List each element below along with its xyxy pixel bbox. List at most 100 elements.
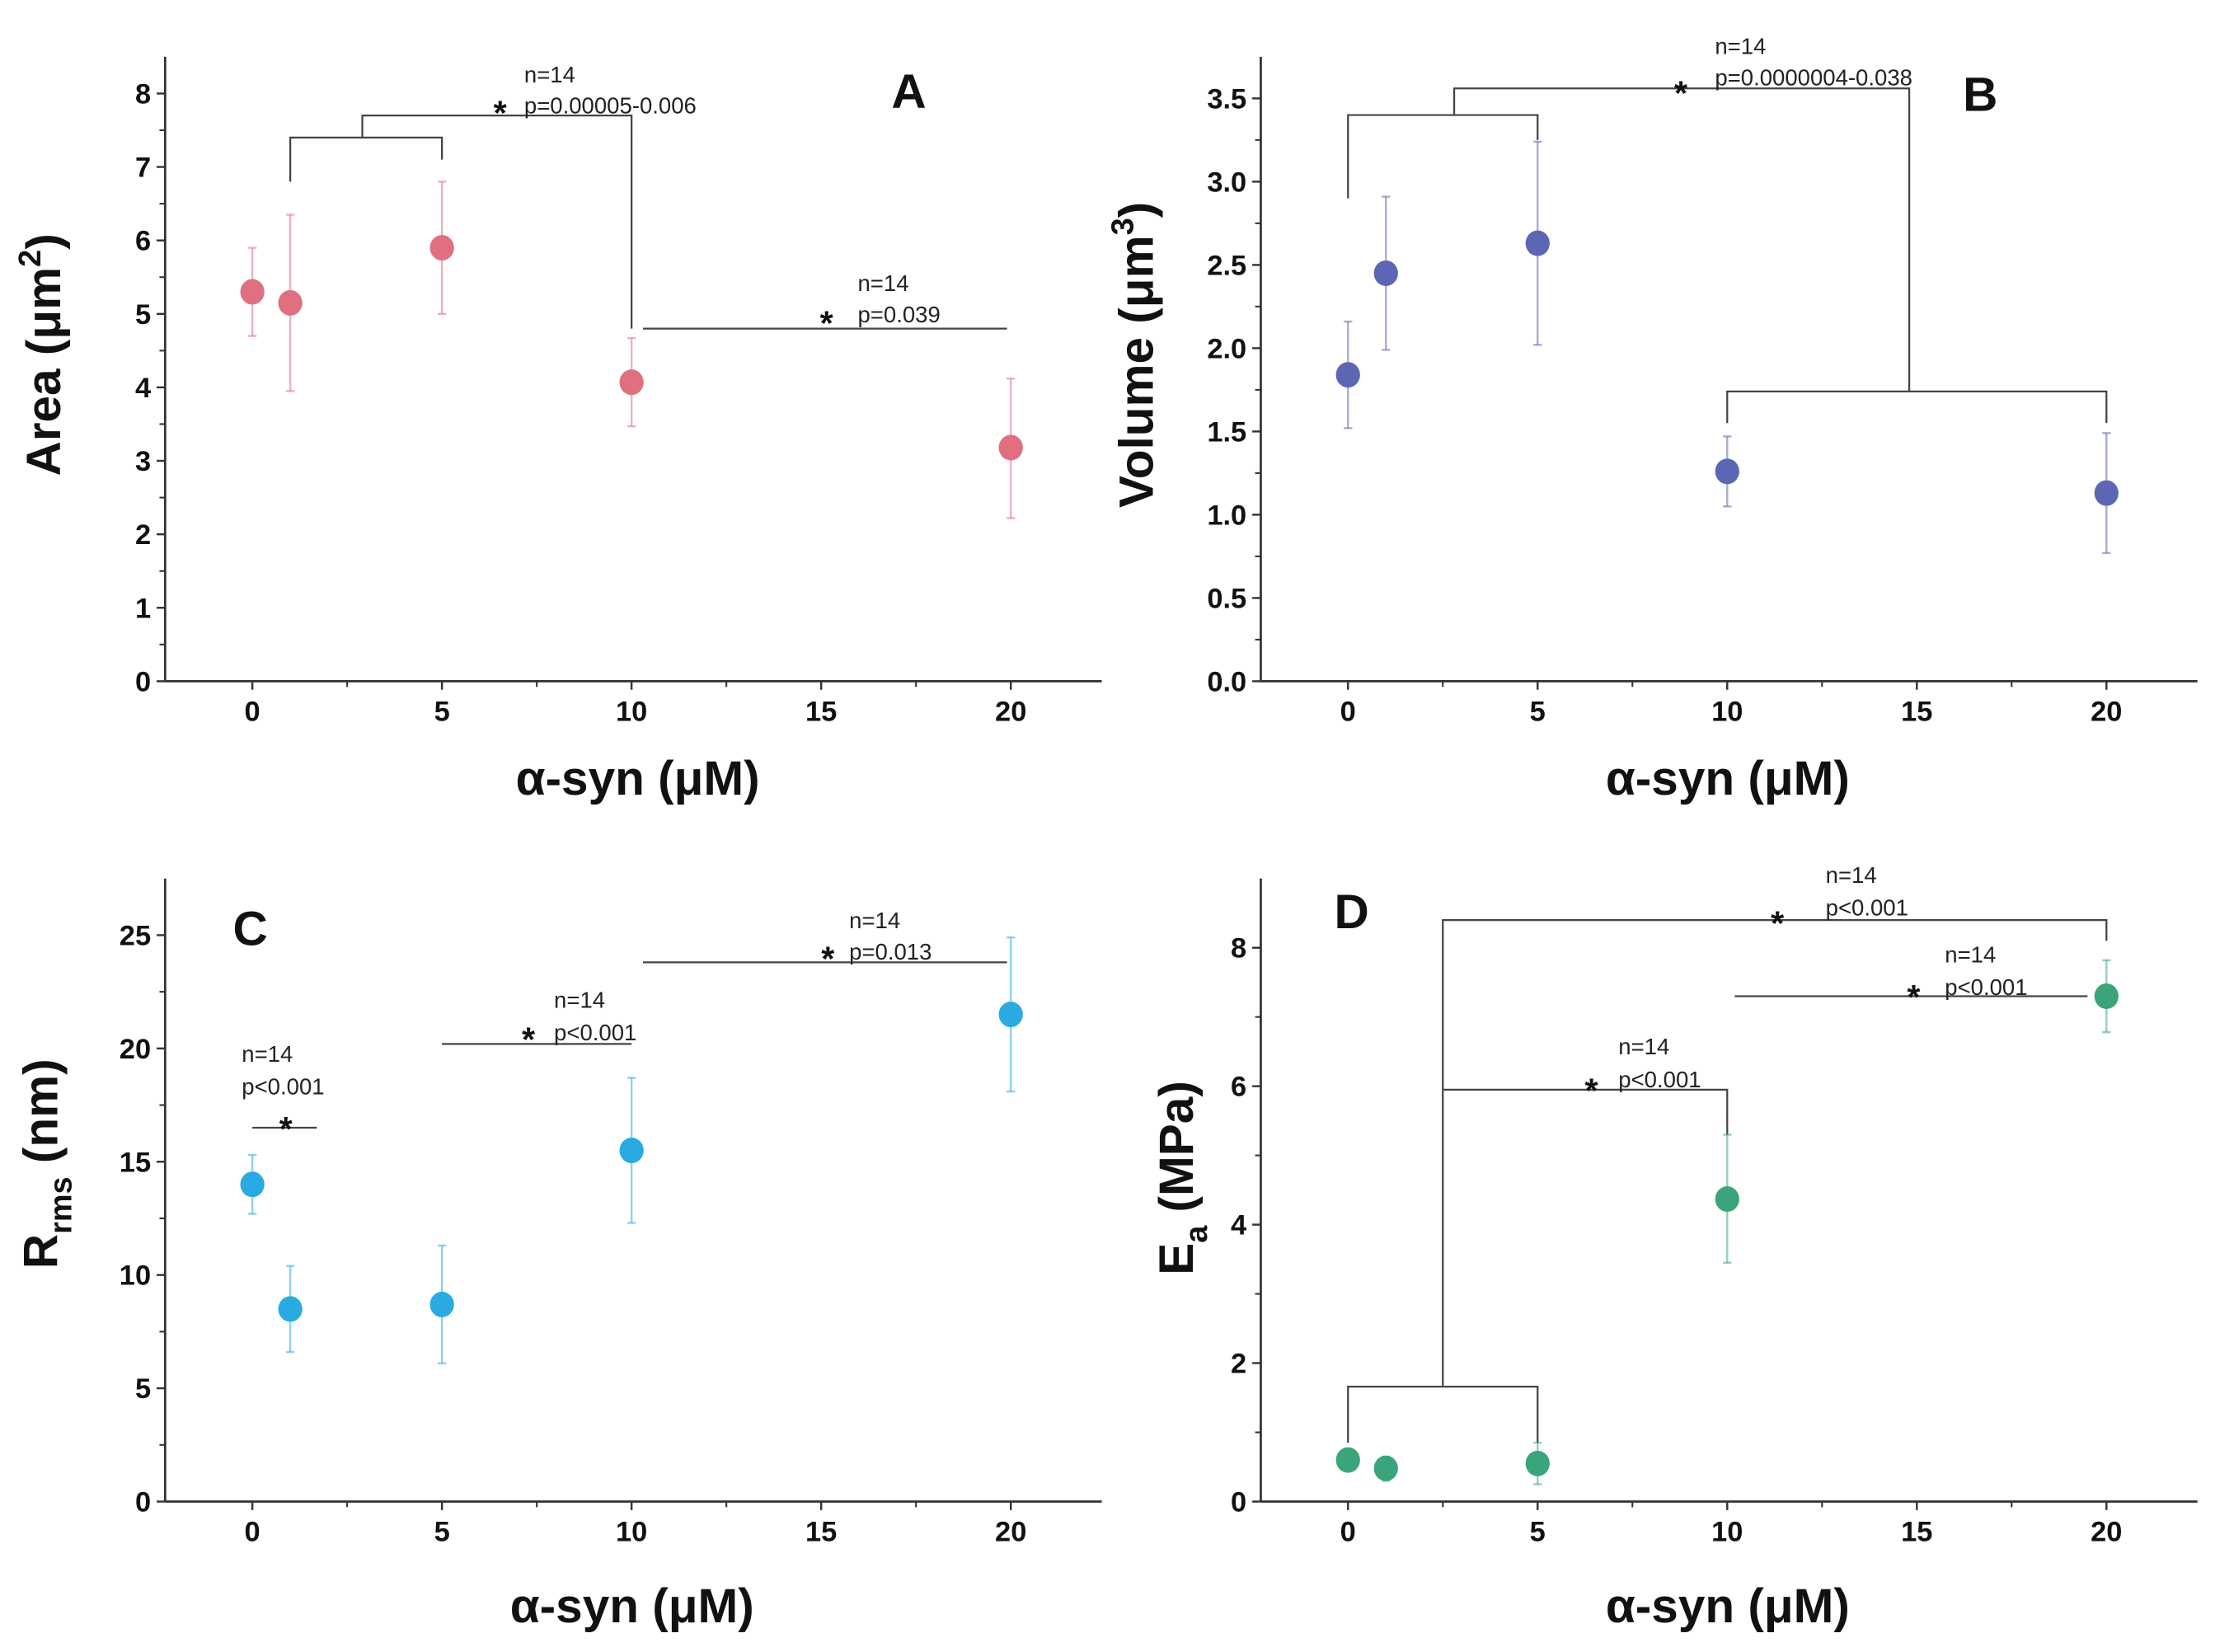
y-tick-label: 0 <box>1231 1487 1246 1518</box>
annotation-n: n=14 <box>1945 941 1996 967</box>
data-point <box>619 1138 644 1164</box>
annotation-p: p<0.001 <box>1618 1067 1701 1092</box>
y-tick-label: 5 <box>135 299 151 331</box>
panel-b: 0 5 10 15 20 0.0 0.5 1.0 1.5 2.0 2.5 3.0 3.5 α-syn (μ… <box>1105 33 2198 805</box>
x-tick-label: 5 <box>1530 1517 1546 1548</box>
annotation-n: n=14 <box>242 1041 293 1067</box>
significance-bracket <box>1452 87 1911 392</box>
data-point <box>1373 260 1398 286</box>
significance-asterisk: * <box>1674 74 1688 112</box>
y-axis-label: Ea (MPa) <box>1150 1081 1214 1275</box>
data-point <box>2094 983 2119 1009</box>
y-tick-label: 6 <box>135 226 151 257</box>
annotation-p: p=0.013 <box>849 939 932 964</box>
y-tick-label: 0 <box>135 666 151 697</box>
x-axis-label: α-syn (μM) <box>516 752 760 805</box>
y-tick-label: 0 <box>135 1487 151 1518</box>
significance-asterisk: * <box>522 1021 536 1059</box>
annotation-n: n=14 <box>857 270 908 296</box>
y-label-base: R <box>14 1234 68 1269</box>
y-tick-label: 8 <box>1231 933 1246 964</box>
panel-letter: D <box>1334 885 1368 939</box>
y-tick-label: 4 <box>135 373 151 404</box>
y-tick-label: 2 <box>1231 1349 1246 1380</box>
significance-asterisk: * <box>821 941 835 979</box>
data-point <box>2094 480 2119 506</box>
data-point <box>429 235 454 261</box>
y-tick-label: 1.0 <box>1207 500 1246 531</box>
x-tick-label: 0 <box>1340 697 1356 728</box>
y-label-end: ) <box>1110 202 1164 218</box>
annotation-n: n=14 <box>849 908 900 933</box>
annotation-p: p<0.001 <box>554 1020 636 1045</box>
annotation-n: n=14 <box>1715 33 1766 59</box>
x-tick-label: 5 <box>434 697 450 728</box>
x-tick-label: 10 <box>1711 1517 1743 1548</box>
y-label-base: E <box>1150 1243 1204 1275</box>
x-tick-label: 15 <box>805 1517 837 1548</box>
data-point <box>240 279 265 305</box>
y-tick-label: 25 <box>120 920 151 951</box>
y-tick-label: 3.5 <box>1207 83 1246 115</box>
y-tick-label: 5 <box>135 1373 151 1405</box>
x-tick-label: 20 <box>2091 1517 2122 1548</box>
annotation-n: n=14 <box>524 62 575 87</box>
annotation-n: n=14 <box>554 987 605 1012</box>
significance-asterisk: * <box>820 304 834 342</box>
data-point <box>619 369 644 396</box>
y-tick-label: 8 <box>135 78 151 110</box>
significance-asterisk: * <box>1585 1072 1599 1110</box>
x-tick-label: 10 <box>1711 697 1743 728</box>
x-axis-label: α-syn (μM) <box>1606 752 1850 805</box>
x-tick-label: 15 <box>1901 697 1932 728</box>
data-point <box>1373 1455 1398 1481</box>
data-point <box>278 289 303 316</box>
x-tick-label: 15 <box>1901 1517 1932 1548</box>
significance-bracket <box>361 115 633 329</box>
data-point <box>998 434 1023 461</box>
x-tick-label: 20 <box>995 1517 1026 1548</box>
significance-bracket <box>1347 1385 1539 1443</box>
y-tick-label: 2 <box>135 519 151 551</box>
data-point <box>998 1002 1023 1028</box>
x-tick-label: 0 <box>245 697 260 728</box>
panel-letter: C <box>232 903 267 956</box>
annotation-p: p=0.0000004-0.038 <box>1715 64 1912 90</box>
significance-bracket <box>1443 1088 1729 1135</box>
panel-letter: B <box>1963 68 1997 121</box>
y-tick-label: 2.0 <box>1207 333 1246 364</box>
significance-asterisk: * <box>1771 905 1785 943</box>
annotation-p: p<0.001 <box>1826 894 1908 920</box>
y-axis-label: Volume (μm3) <box>1105 202 1163 508</box>
y-label-end: ) <box>17 233 71 250</box>
y-tick-label: 6 <box>1231 1072 1246 1103</box>
y-tick-label: 1 <box>135 593 151 624</box>
y-label-base: Volume (μm <box>1110 235 1164 508</box>
y-tick-label: 7 <box>135 153 151 184</box>
data-point <box>278 1296 303 1322</box>
y-label-sub: a <box>1180 1225 1214 1243</box>
x-tick-label: 10 <box>616 697 647 728</box>
x-tick-label: 10 <box>616 1517 647 1548</box>
y-tick-label: 3 <box>135 446 151 477</box>
y-label-base: Area (μm <box>17 267 71 476</box>
annotation-p: p=0.00005-0.006 <box>524 93 697 119</box>
y-axis-label: Rrms (nm) <box>14 1058 78 1269</box>
y-tick-label: 0.5 <box>1207 583 1246 614</box>
data-point <box>1335 1447 1360 1473</box>
panel-c: 0 5 10 15 20 0 5 10 15 20 25 α-syn (μM) Rrms (nm) Cn=… <box>14 878 1102 1633</box>
y-tick-label: 10 <box>120 1260 151 1292</box>
data-point <box>1715 458 1739 485</box>
y-label-sup: 3 <box>1105 218 1140 235</box>
x-tick-label: 5 <box>434 1517 450 1548</box>
significance-asterisk: * <box>279 1110 293 1148</box>
x-tick-label: 5 <box>1530 697 1546 728</box>
x-tick-label: 15 <box>805 697 837 728</box>
x-tick-label: 20 <box>2091 697 2122 728</box>
x-tick-label: 20 <box>995 697 1026 728</box>
annotation-p: p<0.001 <box>242 1073 324 1099</box>
y-tick-label: 20 <box>120 1034 151 1065</box>
y-tick-label: 4 <box>1231 1210 1246 1241</box>
data-point <box>1715 1186 1739 1213</box>
